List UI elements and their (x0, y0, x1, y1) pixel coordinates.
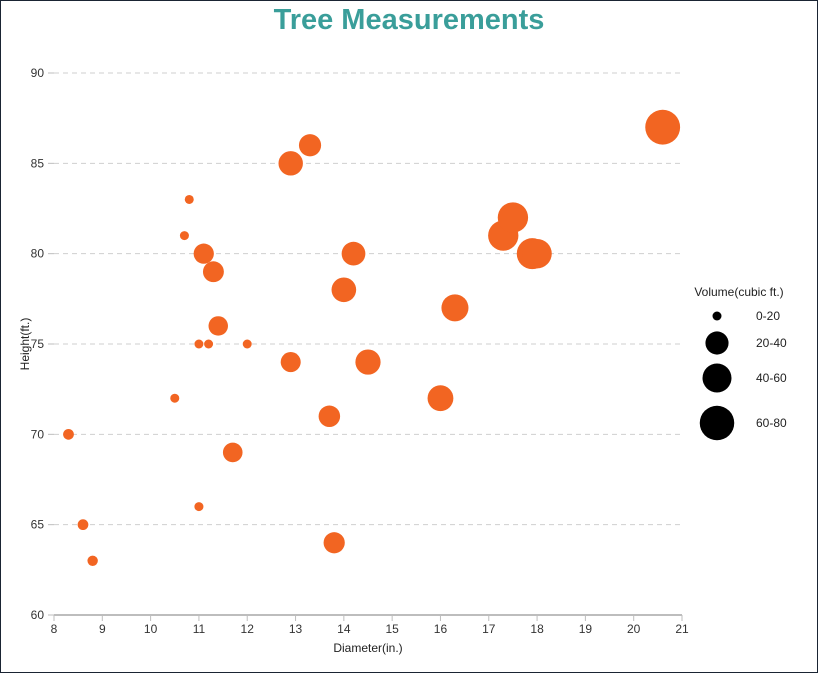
data-point (87, 555, 98, 567)
x-tick-label: 13 (289, 622, 303, 636)
data-point (194, 339, 204, 349)
legend-label: 40-60 (756, 371, 787, 385)
x-tick-label: 21 (675, 622, 689, 636)
data-point (278, 151, 303, 176)
y-tick-label: 85 (31, 156, 45, 170)
legend-symbol (712, 311, 722, 321)
legend-label: 20-40 (756, 336, 787, 350)
x-tick-label: 12 (241, 622, 255, 636)
data-point (202, 261, 224, 283)
chart-title: Tree Measurements (273, 4, 545, 36)
legend-label: 0-20 (756, 309, 780, 323)
data-point (170, 393, 180, 403)
legend-symbol (702, 363, 732, 393)
legend-title: Volume(cubic ft.) (694, 285, 783, 299)
x-tick-label: 20 (627, 622, 641, 636)
data-point (318, 405, 341, 428)
data-point (179, 231, 189, 241)
x-tick-label: 17 (482, 622, 496, 636)
data-point (280, 352, 301, 373)
x-tick-label: 10 (144, 622, 158, 636)
y-tick-label: 70 (31, 427, 45, 441)
y-tick-label: 80 (31, 247, 45, 261)
data-point (341, 241, 366, 266)
y-tick-label: 90 (31, 66, 45, 80)
x-axis-label: Diameter(in.) (333, 641, 402, 655)
legend: Volume(cubic ft.) 0-20 20-40 40-60 60-80 (694, 285, 787, 441)
x-tick-label: 11 (193, 622, 206, 636)
data-point (194, 502, 204, 512)
x-tick-label: 9 (99, 622, 106, 636)
y-axis-label: Height(ft.) (18, 318, 32, 371)
data-point (63, 428, 74, 440)
legend-symbol (699, 405, 735, 441)
x-tick-label: 15 (385, 622, 399, 636)
x-axis: 8 9 10 11 12 13 14 15 16 17 18 19 20 21 (51, 614, 689, 636)
data-point (242, 339, 252, 349)
data-point (522, 238, 552, 269)
x-tick-label: 19 (579, 622, 593, 636)
legend-label: 60-80 (756, 416, 787, 430)
data-point (323, 532, 345, 554)
data-point (355, 349, 381, 375)
data-point (331, 277, 357, 303)
data-point (208, 316, 228, 336)
data-point (645, 109, 681, 145)
gridlines (54, 72, 682, 526)
data-point (222, 442, 243, 463)
data-point (77, 519, 89, 531)
y-axis: 60 65 70 75 80 85 90 (31, 66, 54, 622)
x-tick-label: 14 (337, 622, 351, 636)
y-tick-label: 65 (31, 518, 45, 532)
data-point (427, 385, 454, 412)
data-point (497, 202, 529, 233)
y-tick-label: 75 (31, 337, 45, 351)
data-point (193, 243, 214, 264)
x-tick-label: 18 (530, 622, 544, 636)
y-tick-label: 60 (31, 608, 45, 622)
data-point (298, 134, 322, 157)
data-point (441, 294, 469, 322)
data-point (204, 339, 214, 349)
x-tick-label: 16 (434, 622, 448, 636)
data-point (184, 194, 194, 204)
data-points (63, 109, 681, 567)
legend-symbol (705, 331, 729, 355)
x-tick-label: 8 (51, 622, 58, 636)
